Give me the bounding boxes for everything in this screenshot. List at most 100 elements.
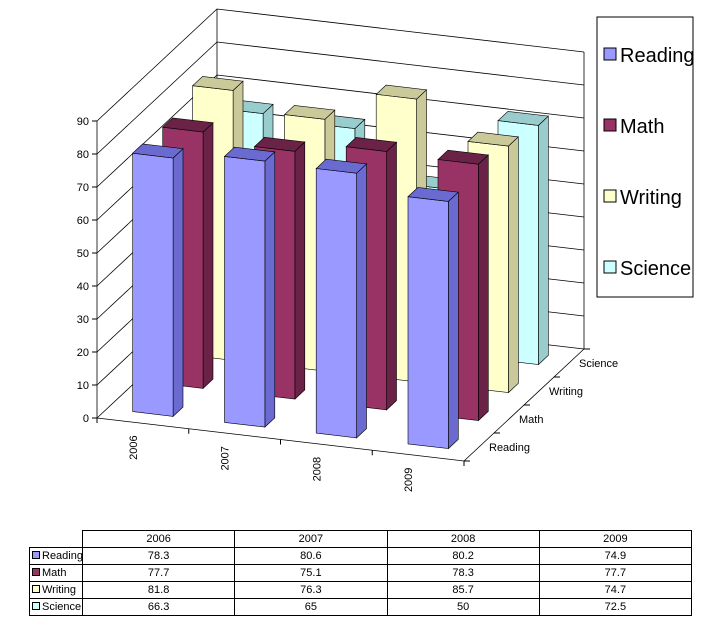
depth-tick-label: Science — [579, 358, 618, 370]
x-tick-label: 2009 — [403, 468, 415, 492]
depth-tick-label: Math — [519, 414, 543, 426]
table-cell: 77.7 — [81, 564, 236, 582]
bar-top-face — [467, 131, 519, 147]
reading-swatch-icon — [32, 551, 40, 559]
x-tick-label: 2008 — [311, 457, 323, 481]
bar-reading — [407, 187, 459, 450]
writing-swatch-icon — [32, 585, 40, 593]
table-cell: 78.3 — [81, 547, 236, 565]
legend-label: Math — [620, 116, 664, 138]
table-cell: 77.7 — [538, 564, 693, 582]
gridline — [96, 8, 585, 122]
bar-top-face — [407, 187, 459, 202]
bar-front-face — [132, 152, 174, 417]
x-tick-label: 2007 — [220, 446, 232, 470]
bar-top-face — [375, 84, 428, 100]
bar-reading — [132, 143, 184, 418]
bar-top-face — [253, 136, 306, 152]
table-cell: 72.5 — [538, 598, 693, 616]
y-tick-label: 0 — [83, 413, 89, 425]
bar-top-face — [132, 143, 184, 159]
table-row-header: Reading — [29, 547, 83, 565]
table-cell: 75.1 — [234, 564, 388, 582]
table-header-row: 2006 2007 2008 2009 — [29, 530, 693, 548]
x-tick-label: 2006 — [128, 435, 140, 459]
depth-tick-label: Reading — [489, 442, 530, 454]
row-label: Math — [42, 567, 67, 579]
y-tick-label: 60 — [77, 215, 89, 227]
bar-side-face — [356, 163, 367, 439]
table-row-header: Science — [29, 598, 83, 616]
table-row: Writing 81.8 76.3 85.7 74.7 — [29, 581, 693, 599]
depth-tick-label: Writing — [549, 386, 583, 398]
table-header-cell: 2009 — [538, 530, 693, 548]
bar-side-face — [172, 148, 184, 418]
y-tick-label: 70 — [77, 182, 89, 194]
table-row-header: Writing — [29, 581, 83, 599]
bar-front-face — [407, 196, 449, 449]
y-tick-label: 20 — [77, 347, 89, 359]
bar-top-face — [162, 117, 214, 133]
y-tick-label: 30 — [77, 314, 89, 326]
bar-side-face — [386, 141, 397, 411]
table-row: Reading 78.3 80.6 80.2 74.9 — [29, 547, 693, 565]
row-label: Science — [42, 601, 82, 613]
bar-front-face — [224, 156, 266, 428]
y-tick-label: 50 — [77, 248, 89, 260]
bar-top-face — [283, 105, 336, 120]
bar-side-face — [448, 191, 459, 450]
bar-top-face — [345, 137, 398, 152]
table-cell: 80.6 — [234, 547, 388, 565]
legend-label: Writing — [620, 187, 682, 209]
science-swatch-icon — [32, 602, 40, 610]
bar-top-face — [437, 149, 489, 165]
legend-swatch — [603, 47, 617, 61]
table-row: Math 77.7 75.1 78.3 77.7 — [29, 564, 693, 582]
table-cell: 80.2 — [386, 547, 540, 565]
legend: Reading Math Writing Science — [596, 16, 695, 298]
table-row-header: Math — [29, 564, 83, 582]
bar-reading — [223, 146, 276, 428]
bar-top-face — [192, 76, 244, 91]
table-cell: 74.9 — [538, 547, 693, 565]
bar-reading — [315, 158, 368, 439]
legend-swatch — [603, 118, 617, 132]
bar-side-face — [478, 154, 489, 422]
table-header-cell: 2008 — [386, 530, 540, 548]
table-cell: 76.3 — [234, 581, 388, 599]
legend-label: Reading — [620, 45, 695, 67]
bar-side-face — [508, 136, 519, 394]
row-label: Writing — [42, 584, 77, 596]
table-cell: 65 — [234, 598, 388, 616]
chart: 0 10 20 30 40 50 60 70 80 90 2006 2007 2008 2009 Readi… — [77, 8, 695, 492]
table-cell: 66.3 — [81, 598, 236, 616]
data-table: 2006 2007 2008 2009 Reading 78.3 80.6 80… — [29, 530, 693, 616]
legend-swatch — [603, 189, 617, 203]
bar-side-face — [202, 122, 214, 390]
table-header-cell: 2007 — [234, 530, 388, 548]
bar-side-face — [294, 141, 306, 400]
table-cell: 85.7 — [386, 581, 540, 599]
table-corner — [29, 530, 83, 548]
y-tick-label: 40 — [77, 281, 89, 293]
y-tick-label: 10 — [77, 380, 89, 392]
math-swatch-icon — [32, 568, 40, 576]
table-row: Science 66.3 65 50 72.5 — [29, 598, 693, 616]
table-cell: 78.3 — [386, 564, 540, 582]
legend-swatch — [603, 260, 617, 274]
table-cell: 74.7 — [538, 581, 693, 599]
legend-label: Science — [620, 258, 691, 280]
legend-box — [596, 16, 694, 298]
bar-top-face — [223, 146, 276, 162]
table-cell: 81.8 — [81, 581, 236, 599]
bar-side-face — [264, 151, 276, 428]
bar-front-face — [315, 168, 357, 439]
y-tick-label: 90 — [77, 116, 89, 128]
table-header-cell: 2006 — [81, 530, 236, 548]
bar-top-face — [315, 158, 368, 174]
bar-top-face — [497, 111, 549, 126]
table-cell: 50 — [386, 598, 540, 616]
row-label: Reading — [42, 550, 83, 562]
bar-side-face — [538, 115, 549, 366]
y-tick-label: 80 — [77, 149, 89, 161]
